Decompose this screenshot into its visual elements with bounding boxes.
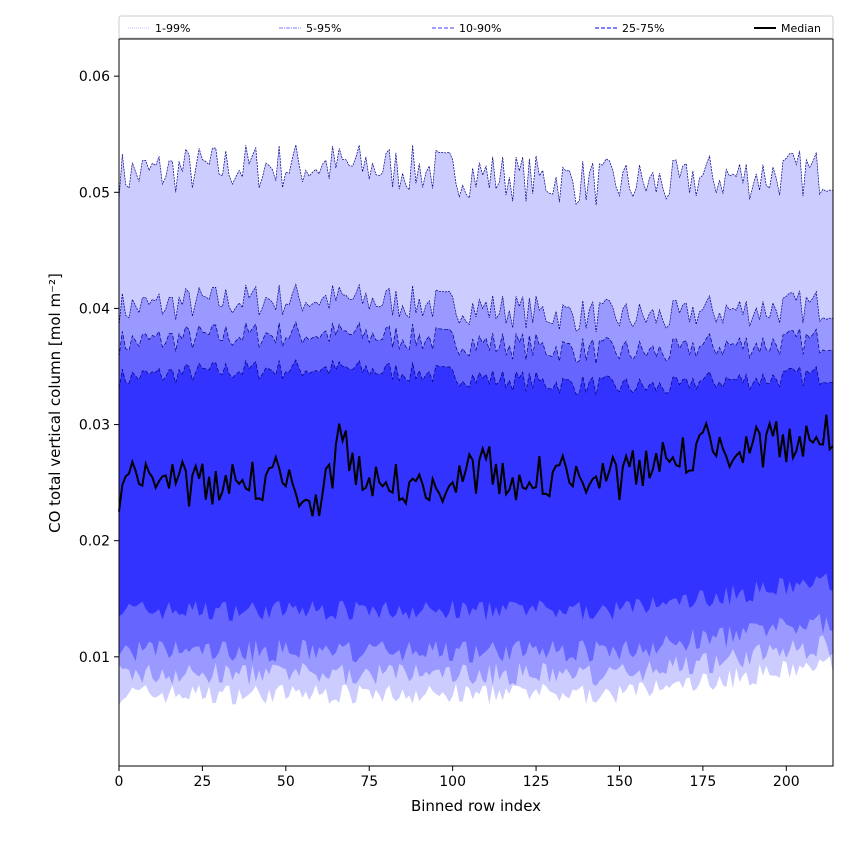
x-axis-label: Binned row index (411, 797, 541, 815)
percentile-bands (118, 144, 834, 705)
band-upper-edge-1-99% (118, 144, 834, 206)
y-tick-label: 0.01 (79, 650, 110, 666)
x-tick-label: 100 (439, 774, 466, 790)
y-tick-label: 0.04 (79, 301, 110, 317)
median-line (118, 414, 834, 517)
y-tick-label: 0.03 (79, 418, 110, 434)
y-axis-label: CO total vertical column [mol m⁻²] (46, 273, 64, 533)
x-tick-label: 200 (773, 774, 800, 790)
legend-label: Median (781, 22, 821, 35)
x-tick-label: 150 (606, 774, 633, 790)
plot-frame (118, 38, 834, 767)
y-axis-ticks: 0.01 0.02 0.03 0.04 0.05 0.06 (79, 69, 119, 666)
legend-label: 25-75% (622, 22, 664, 35)
band-upper-edge-25-75% (118, 359, 834, 396)
x-tick-label: 75 (360, 774, 378, 790)
x-tick-label: 175 (690, 774, 717, 790)
y-tick-label: 0.05 (79, 185, 110, 201)
x-tick-label: 50 (277, 774, 295, 790)
y-tick-label: 0.06 (79, 69, 110, 85)
legend: 1-99% 5-95% 10-90% 25-75% Median (118, 15, 834, 39)
legend-label: 10-90% (459, 22, 501, 35)
x-tick-label: 25 (193, 774, 211, 790)
band-upper-edge-10-90% (118, 321, 834, 364)
x-tick-label: 125 (523, 774, 550, 790)
median-series (118, 414, 834, 517)
x-axis-ticks: 0 25 50 75 100 125 150 175 200 (115, 766, 800, 790)
x-tick-label: 0 (115, 774, 124, 790)
legend-label: 1-99% (155, 22, 190, 35)
legend-box (118, 15, 834, 39)
legend-label: 5-95% (306, 22, 341, 35)
band-upper-edge-5-95% (118, 283, 834, 333)
y-tick-label: 0.02 (79, 534, 110, 550)
